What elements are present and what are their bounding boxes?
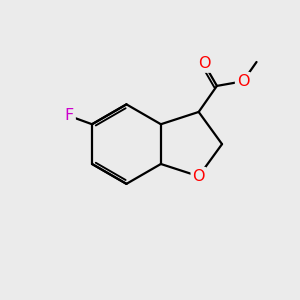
Text: O: O: [237, 74, 249, 89]
Text: O: O: [198, 56, 210, 71]
Text: O: O: [192, 169, 205, 184]
Text: F: F: [65, 109, 74, 124]
